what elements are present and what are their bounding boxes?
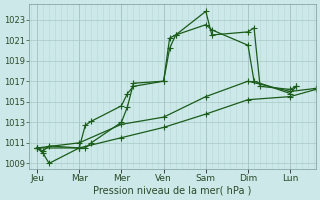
X-axis label: Pression niveau de la mer( hPa ): Pression niveau de la mer( hPa ): [93, 186, 252, 196]
